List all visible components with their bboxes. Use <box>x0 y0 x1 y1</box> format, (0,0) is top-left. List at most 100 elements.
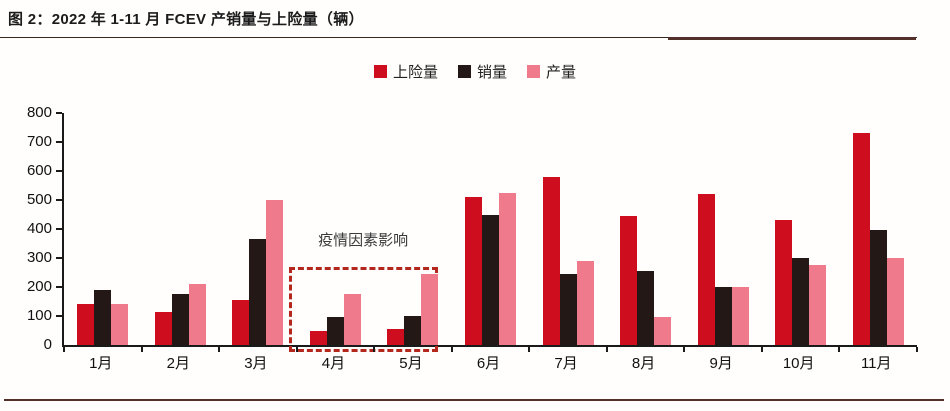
bar-产量-1月 <box>111 304 129 345</box>
legend-item-sales: 销量 <box>457 61 507 82</box>
x-axis-tick <box>295 347 298 352</box>
legend-swatch-insured <box>373 64 387 78</box>
x-axis-tick <box>218 347 221 352</box>
x-axis-tick <box>63 347 65 352</box>
bar-销量-1月 <box>94 289 112 345</box>
bar-产量-11月 <box>886 258 904 345</box>
bar-上险量-8月 <box>620 215 638 345</box>
bar-上险量-3月 <box>232 300 250 345</box>
bottom-rule <box>4 399 944 401</box>
y-axis-tick <box>56 228 62 230</box>
y-axis-tick <box>56 286 62 288</box>
x-tick-label: 10月 <box>782 355 815 372</box>
x-axis-tick <box>760 347 763 352</box>
x-axis-tick <box>450 347 453 352</box>
y-tick-label: 800 <box>26 104 52 121</box>
month-group-7月 <box>529 113 607 345</box>
covid-annotation-label: 疫情因素影响 <box>318 232 409 249</box>
x-tick-label: 2月 <box>166 355 190 372</box>
x-tick-label: 4月 <box>321 355 346 372</box>
x-tick-label: 8月 <box>631 355 656 372</box>
x-tick-label: 9月 <box>709 355 733 372</box>
legend-item-production: 产量 <box>527 61 576 82</box>
bar-销量-9月 <box>714 287 732 345</box>
legend-swatch-production <box>527 64 540 78</box>
x-axis-tick <box>605 347 608 352</box>
bar-上险量-10月 <box>775 220 793 345</box>
bar-产量-6月 <box>499 192 516 345</box>
legend-label-insured: 上险量 <box>392 63 438 81</box>
y-axis-tick <box>56 257 62 259</box>
x-tick-label: 11月 <box>860 355 892 372</box>
legend-item-insured: 上险量 <box>373 61 438 82</box>
bar-上险量-2月 <box>154 311 172 345</box>
bar-上险量-11月 <box>852 133 870 345</box>
month-group-11月 <box>839 113 917 345</box>
month-group-9月 <box>684 113 762 345</box>
legend-label-sales: 销量 <box>476 63 507 81</box>
month-group-10月 <box>762 113 840 345</box>
chart-legend: 上险量 销量 产量 <box>0 60 950 82</box>
title-underline <box>0 37 917 38</box>
bar-产量-9月 <box>731 287 749 345</box>
month-group-2月 <box>142 113 220 345</box>
bar-上险量-1月 <box>77 304 95 345</box>
bar-销量-10月 <box>792 258 810 345</box>
bar-销量-7月 <box>559 273 577 345</box>
month-group-5月 <box>374 113 452 345</box>
y-tick-label: 0 <box>43 336 52 353</box>
bar-产量-5月 <box>421 273 439 345</box>
y-axis-tick <box>56 112 62 114</box>
x-tick-label: 3月 <box>244 355 268 372</box>
bar-销量-5月 <box>404 316 422 345</box>
bar-上险量-4月 <box>309 330 327 345</box>
bar-销量-2月 <box>171 294 189 345</box>
x-axis-tick <box>373 347 376 352</box>
x-axis-tick <box>838 347 841 352</box>
y-axis-tick <box>56 141 62 143</box>
bar-产量-2月 <box>188 284 206 345</box>
legend-label-production: 产量 <box>546 63 577 81</box>
y-tick-label: 600 <box>26 162 52 179</box>
bar-销量-11月 <box>869 230 887 345</box>
x-tick-label: 7月 <box>554 355 578 372</box>
plot-area: 疫情因素影响 <box>56 112 918 352</box>
y-tick-label: 200 <box>26 278 52 295</box>
y-axis-tick <box>56 170 62 172</box>
y-tick-label: 400 <box>26 220 52 237</box>
x-tick-label: 6月 <box>476 355 501 372</box>
y-axis-labels: 0 100 200 300 400 500 600 700 800 <box>0 105 52 352</box>
bar-上险量-6月 <box>465 197 482 345</box>
x-axis-tick <box>683 347 686 352</box>
bar-产量-4月 <box>343 294 361 345</box>
bar-产量-10月 <box>809 265 827 345</box>
bar-产量-3月 <box>266 200 284 345</box>
month-group-6月 <box>452 113 530 345</box>
y-tick-label: 700 <box>26 133 52 150</box>
x-axis-tick <box>528 347 531 352</box>
y-axis-tick <box>56 199 62 201</box>
x-axis-labels: 1月 2月 3月 4月 5月 6月 7月 8月 9月 10月 11月 <box>62 352 915 376</box>
month-group-1月 <box>64 113 142 345</box>
bar-销量-3月 <box>249 239 267 345</box>
bar-销量-8月 <box>637 271 655 345</box>
legend-swatch-sales <box>457 64 471 78</box>
title-accent-bar <box>668 37 916 40</box>
month-group-8月 <box>607 113 685 345</box>
y-tick-label: 300 <box>26 249 52 266</box>
bar-产量-8月 <box>654 317 672 345</box>
y-tick-label: 500 <box>26 191 52 208</box>
x-tick-label: 5月 <box>399 355 423 372</box>
y-tick-label: 100 <box>26 307 52 324</box>
x-tick-label: 1月 <box>89 355 113 372</box>
month-group-4月 <box>297 113 375 345</box>
bar-上险量-5月 <box>387 329 405 345</box>
x-axis-tick <box>916 347 918 352</box>
bar-销量-4月 <box>326 317 344 345</box>
bar-销量-6月 <box>482 214 499 345</box>
bar-上险量-7月 <box>542 176 560 345</box>
y-axis-tick <box>56 315 62 317</box>
bar-产量-7月 <box>576 260 594 345</box>
month-group-3月 <box>219 113 297 345</box>
x-axis-tick <box>140 347 143 352</box>
